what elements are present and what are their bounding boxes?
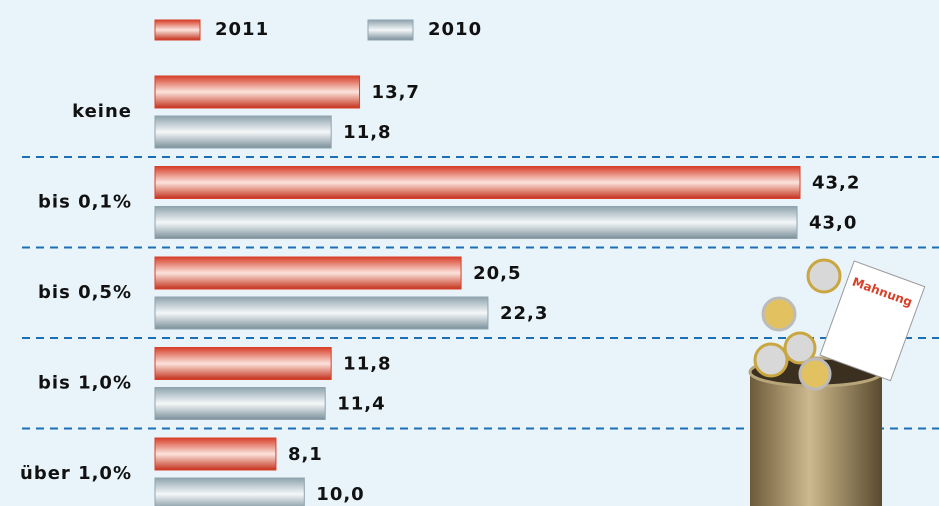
bar	[155, 76, 360, 108]
legend-label: 2010	[428, 19, 482, 40]
category-label: bis 0,5%	[38, 282, 132, 303]
bar	[155, 348, 331, 380]
data-label: 11,8	[343, 122, 391, 143]
chart: 2011 2010 keine 13,7 11,8 bis 0,1% 43,2 43,0 bis…	[0, 0, 939, 506]
legend-swatch	[155, 20, 200, 40]
bar	[155, 297, 488, 329]
data-label: 8,1	[288, 444, 323, 465]
data-label: 11,8	[343, 354, 391, 375]
bar	[155, 388, 325, 420]
bar	[155, 257, 461, 289]
bar	[155, 167, 800, 199]
category-label: bis 1,0%	[38, 373, 132, 394]
legend-swatch	[368, 20, 413, 40]
illustration: Mahnung	[750, 260, 925, 506]
data-label: 43,2	[812, 173, 860, 194]
bar	[155, 438, 276, 470]
category-label: über 1,0%	[20, 463, 132, 484]
data-label: 11,4	[337, 394, 385, 415]
data-label: 20,5	[473, 263, 521, 284]
data-label: 22,3	[500, 303, 548, 324]
category-label: keine	[72, 101, 132, 122]
bar	[155, 478, 304, 506]
data-label: 43,0	[809, 213, 857, 234]
category-label: bis 0,1%	[38, 192, 132, 213]
data-label: 10,0	[316, 484, 364, 505]
legend-label: 2011	[215, 19, 269, 40]
bar	[155, 207, 797, 239]
data-label: 13,7	[372, 82, 420, 103]
bar	[155, 116, 331, 148]
